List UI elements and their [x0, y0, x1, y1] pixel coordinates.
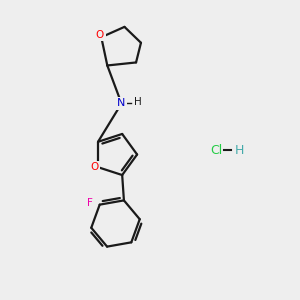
Text: O: O — [96, 30, 104, 40]
Text: O: O — [90, 162, 99, 172]
Text: N: N — [117, 98, 126, 109]
Text: H: H — [134, 97, 142, 107]
Text: Cl: Cl — [210, 143, 222, 157]
Text: F: F — [87, 198, 93, 208]
Text: H: H — [235, 143, 244, 157]
